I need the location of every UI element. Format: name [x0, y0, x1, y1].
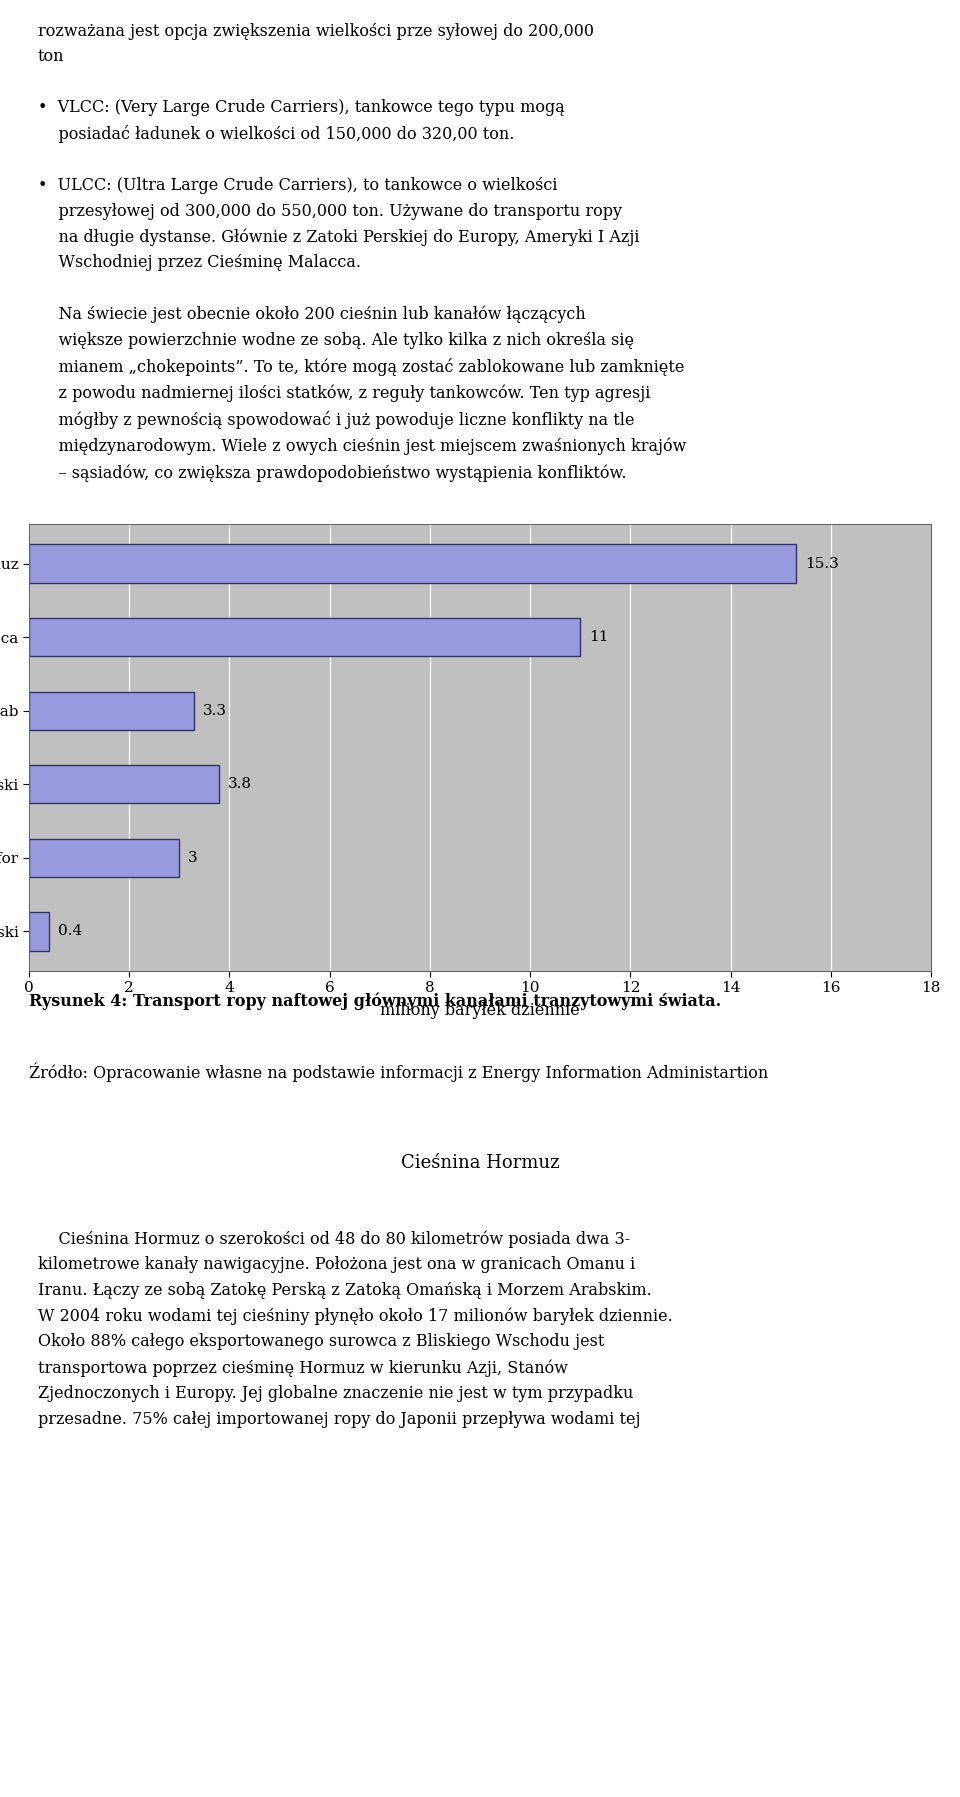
Text: Cieśnina Hormuz: Cieśnina Hormuz — [400, 1154, 560, 1172]
Text: 0.4: 0.4 — [58, 924, 83, 938]
Text: Źródło: Opracowanie własne na podstawie informacji z Energy Information Administ: Źródło: Opracowanie własne na podstawie … — [29, 1062, 768, 1082]
Text: 3.8: 3.8 — [228, 778, 252, 791]
Text: 3.3: 3.3 — [204, 704, 228, 717]
Bar — [29, 913, 49, 951]
Text: 11: 11 — [589, 631, 609, 643]
Text: Cieśnina Hormuz o szerokości od 48 do 80 kilometrów posiada dwa 3-
kilometrowe k: Cieśnina Hormuz o szerokości od 48 do 80… — [37, 1231, 673, 1427]
Bar — [29, 839, 180, 877]
Bar — [29, 544, 796, 582]
Text: 15.3: 15.3 — [804, 557, 839, 571]
Bar — [29, 692, 194, 730]
Text: Rysunek 4: Transport ropy naftowej głównymi kanałami tranzytowymi świata.: Rysunek 4: Transport ropy naftowej główn… — [29, 992, 721, 1010]
Text: rozważana jest opcja zwiększenia wielkości prze syłowej do 200,000
ton

•  VLCC:: rozważana jest opcja zwiększenia wielkoś… — [37, 23, 686, 482]
X-axis label: miliony baryłek dziennie: miliony baryłek dziennie — [380, 1003, 580, 1019]
Bar — [29, 766, 219, 803]
Bar — [29, 618, 580, 656]
Text: 3: 3 — [188, 850, 198, 864]
